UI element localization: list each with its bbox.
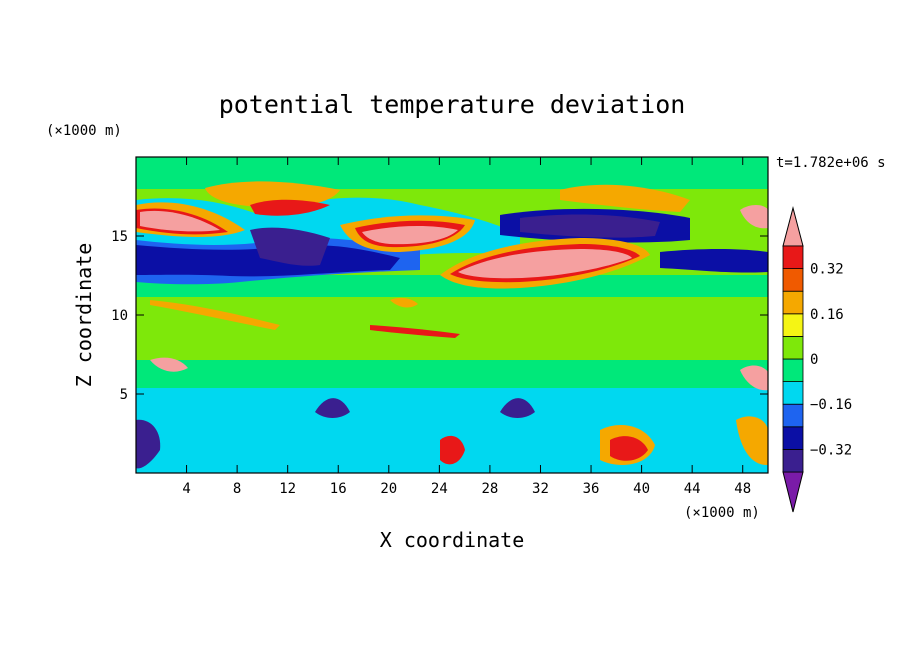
colorbar-tick-label: 0 <box>810 352 818 368</box>
time-label: t=1.782e+06 s <box>776 155 886 171</box>
contour-cold-core <box>136 245 400 277</box>
contour-warm-east-core <box>458 249 632 279</box>
x-axis-label: X coordinate <box>380 528 525 552</box>
x-tick-label: 40 <box>633 481 650 497</box>
x-axis: 4 8 12 16 20 24 28 32 36 40 44 48 <box>182 157 751 497</box>
colorbar-min-arrow <box>782 471 804 513</box>
x-tick-label: 44 <box>684 481 701 497</box>
colorbar: 0.32 0.16 0 −0.16 −0.32 <box>782 206 852 513</box>
x-unit-label: (×1000 m) <box>684 505 760 521</box>
contour-cold-core-east <box>660 249 768 273</box>
contour-blob-mid <box>390 297 418 308</box>
colorbar-segment <box>782 426 804 450</box>
contour-low-cell-7 <box>440 435 465 465</box>
colorbar-tick-label: 0.16 <box>810 307 844 323</box>
contour-warm-upper-inner <box>250 199 330 216</box>
y-tick-label: 10 <box>111 308 128 324</box>
contour-streak-1 <box>150 300 280 330</box>
y-tick-label: 5 <box>120 387 128 403</box>
contour-low-cell-8 <box>736 416 768 466</box>
contour-low-cell-4 <box>500 398 535 418</box>
x-tick-label: 48 <box>734 481 751 497</box>
colorbar-segment <box>782 245 804 270</box>
x-tick-label: 32 <box>532 481 549 497</box>
colorbar-tick-label: −0.32 <box>810 442 852 458</box>
chart-title: potential temperature deviation <box>219 90 686 119</box>
contour-cold-deep <box>250 227 330 266</box>
x-tick-label: 12 <box>279 481 296 497</box>
colorbar-segment <box>782 403 804 428</box>
contour-warm-edge <box>740 205 768 229</box>
colorbar-max-arrow <box>782 206 804 247</box>
contour-mid-band <box>136 275 768 297</box>
colorbar-segment <box>782 381 804 405</box>
colorbar-segment <box>782 448 804 473</box>
x-tick-label: 36 <box>583 481 600 497</box>
contour-low-cell-6 <box>610 436 648 461</box>
colorbar-segment <box>782 268 804 292</box>
contour-field <box>136 157 768 473</box>
contour-streak-2 <box>370 325 460 338</box>
y-axis: 5 10 15 <box>111 229 768 403</box>
contour-warm-ne <box>560 184 690 212</box>
x-tick-label: 16 <box>330 481 347 497</box>
x-tick-label: 8 <box>233 481 241 497</box>
contour-warm-west-core <box>140 210 220 232</box>
y-unit-label: (×1000 m) <box>46 123 122 139</box>
contour-cold-deep-right <box>520 214 660 238</box>
contour-lower-band <box>136 360 768 390</box>
x-tick-label: 24 <box>431 481 448 497</box>
colorbar-segment <box>782 290 804 315</box>
contour-low-cell-9 <box>740 365 768 391</box>
colorbar-tick-label: 0.32 <box>810 262 844 278</box>
contour-low-cell-3 <box>315 398 350 418</box>
x-tick-label: 28 <box>481 481 498 497</box>
colorbar-segment <box>782 313 804 337</box>
colorbar-segment <box>782 335 804 360</box>
contour-warm-mid-core <box>362 226 458 245</box>
contour-low-cell-1 <box>150 357 188 372</box>
x-tick-label: 4 <box>182 481 190 497</box>
y-axis-label: Z coordinate <box>72 243 96 388</box>
x-tick-label: 20 <box>380 481 397 497</box>
y-tick-label: 15 <box>111 229 128 245</box>
colorbar-tick-label: −0.16 <box>810 397 852 413</box>
colorbar-segment <box>782 358 804 383</box>
contour-low-cell-2 <box>136 419 161 469</box>
